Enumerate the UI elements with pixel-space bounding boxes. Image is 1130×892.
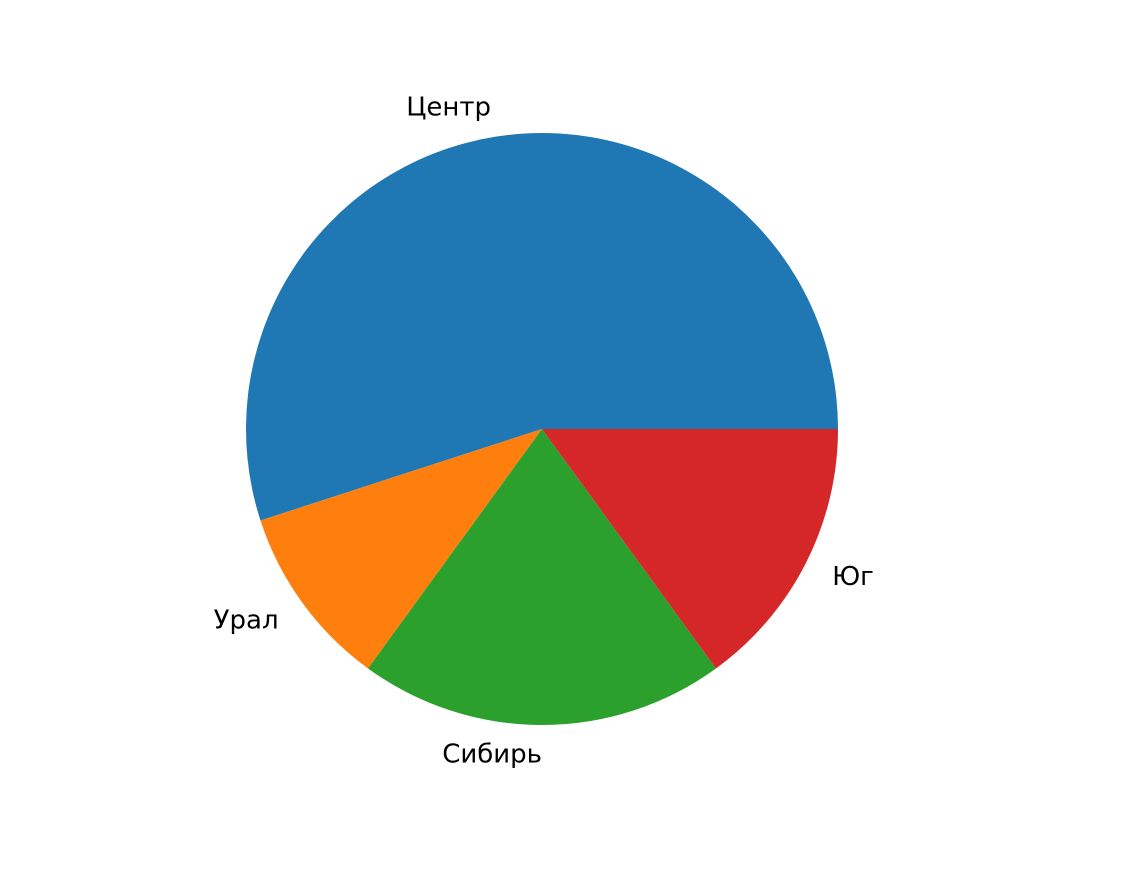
pie-label: Сибирь [442, 740, 542, 770]
pie-label: Центр [406, 92, 491, 122]
pie-slice-2 [260, 429, 542, 669]
pie-label: Урал [214, 605, 279, 635]
pie-slice-1 [245, 133, 838, 521]
pie-label: Юг [832, 562, 874, 592]
pie-slices [245, 133, 838, 726]
pie-labels: Центр Урал Сибирь Юг [214, 92, 874, 769]
pie-slice-4 [542, 429, 838, 669]
pie-slice-3 [368, 429, 716, 726]
